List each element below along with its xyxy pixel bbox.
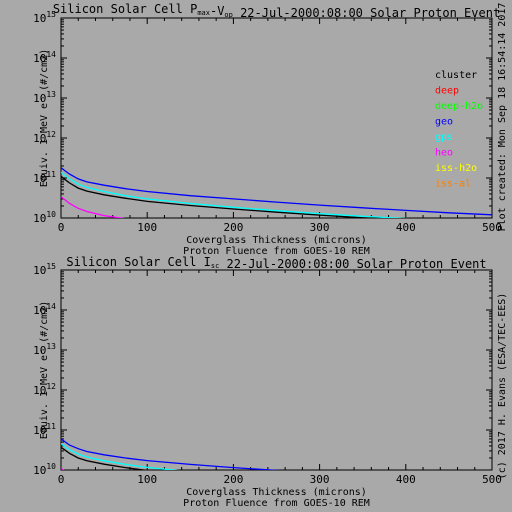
x-tick-label: 400 [396, 221, 416, 234]
y-axis-label: Equiv. 1 MeV e⁻ (#/cm2) [39, 301, 50, 439]
y-tick-exponent: 12 [46, 130, 56, 139]
y-tick-base: 10 [33, 344, 46, 357]
chart-title-part: -V [210, 4, 224, 18]
x-tick-label: 0 [58, 221, 65, 234]
x-tick-label: 0 [58, 473, 65, 486]
series-line-cluster [61, 446, 149, 470]
series-line-heo [61, 467, 65, 470]
y-tick-label: 1015 [33, 10, 56, 25]
y-tick-exponent: 15 [46, 10, 56, 19]
x-axis-label-secondary: Proton Fluence from GOES-10 REM [183, 246, 370, 257]
series-line-gps [61, 171, 409, 218]
series-line-gps [61, 442, 180, 470]
y-tick-label: 1013 [33, 342, 56, 357]
y-tick-label: 1014 [33, 302, 56, 317]
chart-title-part: 22-Jul-2000:08:00 Solar Proton Event [233, 6, 500, 20]
legend-entry-iss-al: iss-al [435, 179, 471, 190]
y-tick-base: 10 [33, 304, 46, 317]
legend-entry-geo: geo [435, 117, 453, 128]
y-tick-base: 10 [33, 424, 46, 437]
y-tick-exponent: 10 [46, 462, 56, 471]
legend-entry-gps: gps [435, 132, 453, 143]
y-tick-label: 1012 [33, 382, 56, 397]
y-tick-exponent: 10 [46, 210, 56, 219]
legend-entry-heo: heo [435, 148, 453, 159]
y-tick-exponent: 14 [46, 50, 56, 59]
series-line-geo [61, 438, 282, 470]
y-tick-label: 1011 [33, 422, 56, 437]
legend-entry-cluster: cluster [435, 70, 477, 81]
y-tick-exponent: 13 [46, 342, 56, 351]
y-tick-exponent: 15 [46, 262, 56, 271]
x-tick-label: 100 [137, 473, 157, 486]
y-axis-label: Equiv. 1 MeV e⁻ (#/cm2) [39, 49, 50, 187]
legend-entry-deep: deep [435, 86, 459, 97]
plot-frame [60, 269, 493, 471]
y-tick-base: 10 [33, 92, 46, 105]
y-tick-exponent: 14 [46, 302, 56, 311]
x-axis-label-secondary: Proton Fluence from GOES-10 REM [183, 498, 370, 509]
y-tick-label: 1013 [33, 90, 56, 105]
plot-frame [60, 17, 493, 219]
y-tick-base: 10 [33, 464, 46, 477]
series-line-cluster [61, 175, 380, 218]
chart-title-part: Silicon Solar Cell I [66, 255, 211, 269]
y-tick-label: 1011 [33, 170, 56, 185]
chart-title: Silicon Solar Cell Pmax-Vop 22-Jul-2000:… [53, 2, 500, 20]
x-tick-label: 100 [137, 221, 157, 234]
chart-title-subscript: max [197, 9, 210, 17]
y-tick-base: 10 [33, 132, 46, 145]
y-tick-base: 10 [33, 12, 46, 25]
y-tick-base: 10 [33, 52, 46, 65]
series-group [61, 167, 492, 218]
x-tick-label: 500 [482, 473, 502, 486]
side-label-plot-created: Plot created: Mon Sep 18 16:54:14 2017 [497, 3, 508, 232]
chart-title-subscript: sc [211, 262, 219, 270]
x-axis-label: Coverglass Thickness (microns) [186, 487, 367, 498]
y-tick-base: 10 [33, 172, 46, 185]
y-tick-label: 1015 [33, 262, 56, 277]
chart-title: Silicon Solar Cell Isc 22-Jul-2000:08:00… [66, 255, 486, 271]
y-tick-exponent: 13 [46, 90, 56, 99]
y-tick-exponent: 12 [46, 382, 56, 391]
x-tick-label: 500 [482, 221, 502, 234]
legend-entry-deep-h2o: deep-h2o [435, 101, 483, 112]
series-line-heo [61, 196, 126, 218]
y-tick-label: 1012 [33, 130, 56, 145]
chart-title-part: Silicon Solar Cell P [53, 2, 198, 16]
side-label-copyright: (c) 2017 H. Evans (ESA/TEC-EES) [497, 293, 508, 480]
legend-entry-iss-h2o: iss-h2o [435, 163, 477, 174]
y-tick-label: 1014 [33, 50, 56, 65]
y-tick-exponent: 11 [46, 170, 56, 179]
y-tick-base: 10 [33, 212, 46, 225]
y-tick-base: 10 [33, 384, 46, 397]
x-tick-label: 400 [396, 473, 416, 486]
x-axis-label: Coverglass Thickness (microns) [186, 235, 367, 246]
x-tick-label: 200 [223, 221, 243, 234]
x-tick-label: 200 [223, 473, 243, 486]
x-tick-label: 300 [310, 221, 330, 234]
chart-panel-1: Silicon Solar Cell Pmax-Vop 22-Jul-2000:… [33, 2, 502, 257]
y-tick-exponent: 11 [46, 422, 56, 431]
chart-panel-2: Silicon Solar Cell Isc 22-Jul-2000:08:00… [33, 255, 502, 509]
x-tick-label: 300 [310, 473, 330, 486]
y-tick-base: 10 [33, 264, 46, 277]
series-group [61, 438, 282, 470]
series-line-geo [61, 167, 492, 216]
chart-title-part: 22-Jul-2000:08:00 Solar Proton Event [219, 257, 486, 271]
chart-title-subscript: op [224, 11, 232, 19]
y-tick-label: 1010 [33, 210, 56, 225]
y-tick-label: 1010 [33, 462, 56, 477]
